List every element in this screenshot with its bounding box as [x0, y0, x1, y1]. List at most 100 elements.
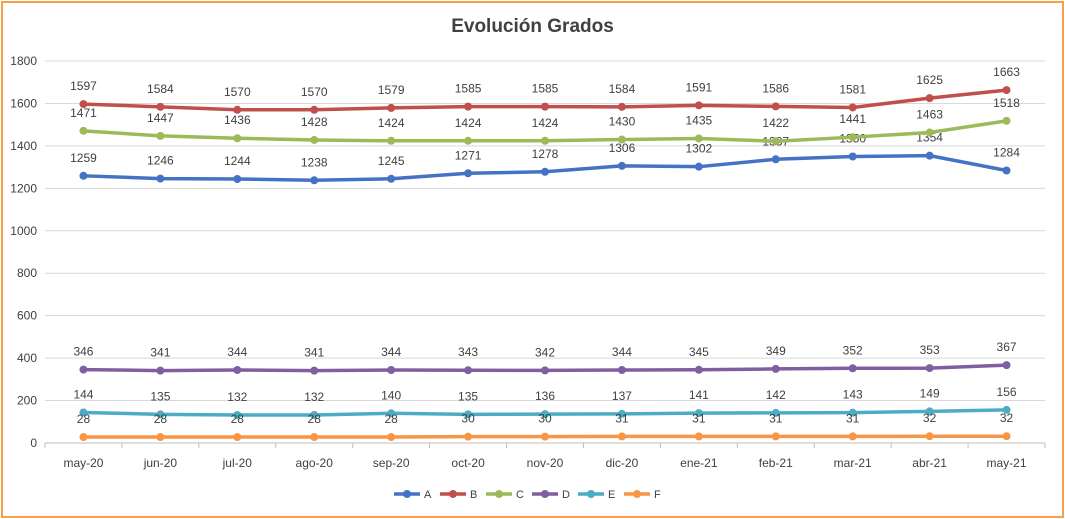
data-point-F	[387, 433, 396, 442]
data-label-F: 28	[154, 412, 168, 426]
data-label-F: 32	[923, 411, 937, 425]
data-label-F: 32	[1000, 411, 1014, 425]
data-point-A	[233, 174, 242, 183]
x-tick-label: nov-20	[527, 456, 564, 470]
data-label-D: 352	[843, 343, 863, 357]
data-point-C	[233, 134, 242, 143]
x-tick-label: feb-21	[759, 456, 793, 470]
data-point-B	[310, 105, 319, 114]
data-label-E: 149	[920, 386, 940, 400]
data-point-E	[617, 409, 626, 418]
x-tick-label: sep-20	[373, 456, 410, 470]
data-point-F	[233, 433, 242, 442]
x-tick-label: jul-20	[222, 456, 253, 470]
data-label-B: 1586	[762, 81, 789, 95]
data-point-C	[387, 136, 396, 145]
data-point-D	[310, 366, 319, 375]
data-label-C: 1435	[685, 113, 712, 127]
data-point-C	[310, 135, 319, 144]
x-tick-label: may-21	[987, 456, 1027, 470]
data-label-E: 144	[73, 387, 93, 401]
data-label-D: 341	[304, 346, 324, 360]
data-point-D	[387, 365, 396, 374]
data-point-E	[848, 408, 857, 417]
data-point-D	[694, 365, 703, 374]
data-point-E	[79, 408, 88, 417]
y-tick-label: 1400	[10, 139, 37, 153]
data-label-F: 30	[461, 412, 475, 426]
data-label-A: 1244	[224, 154, 251, 168]
data-point-F	[541, 432, 549, 441]
data-label-D: 345	[689, 345, 709, 359]
data-point-B	[233, 105, 242, 114]
data-point-F	[464, 432, 473, 441]
data-label-B: 1584	[609, 82, 636, 96]
data-point-B	[156, 102, 165, 111]
data-label-E: 156	[997, 385, 1017, 399]
data-label-A: 1271	[455, 148, 482, 162]
legend-marker-F	[633, 490, 641, 498]
legend-label-C: C	[516, 489, 524, 501]
data-point-D	[233, 365, 242, 374]
legend-marker-C	[495, 490, 503, 498]
data-point-A	[925, 151, 934, 160]
data-label-F: 31	[692, 411, 706, 425]
data-label-E: 140	[381, 388, 401, 402]
data-label-C: 1428	[301, 115, 328, 129]
data-point-A	[1002, 166, 1011, 175]
data-label-E: 132	[227, 390, 247, 404]
data-point-A	[771, 155, 780, 164]
x-tick-label: jun-20	[143, 456, 178, 470]
data-label-A: 1246	[147, 154, 174, 168]
data-label-D: 341	[150, 346, 170, 360]
data-point-E	[156, 410, 165, 419]
y-tick-label: 800	[17, 266, 37, 280]
data-label-D: 344	[612, 345, 632, 359]
data-point-A	[464, 169, 473, 178]
data-point-F	[1002, 432, 1011, 441]
data-point-D	[771, 364, 780, 373]
data-point-F	[771, 432, 780, 441]
data-label-B: 1584	[147, 82, 174, 96]
data-point-D	[541, 366, 549, 375]
data-point-D	[925, 364, 934, 373]
data-point-F	[310, 433, 319, 442]
y-tick-label: 1200	[10, 181, 37, 195]
data-label-E: 143	[843, 388, 863, 402]
data-label-B: 1597	[70, 79, 97, 93]
data-label-C: 1436	[224, 113, 251, 127]
legend-label-A: A	[424, 489, 432, 501]
data-point-E	[1002, 405, 1011, 414]
data-label-D: 343	[458, 345, 478, 359]
data-point-C	[771, 137, 780, 146]
data-point-B	[1002, 86, 1011, 95]
data-label-E: 132	[304, 390, 324, 404]
data-label-C: 1430	[609, 115, 636, 129]
data-label-F: 30	[538, 412, 552, 426]
data-label-F: 28	[77, 412, 91, 426]
data-point-C	[848, 133, 857, 142]
legend-marker-A	[403, 490, 411, 498]
legend-label-B: B	[470, 489, 477, 501]
data-label-E: 141	[689, 388, 709, 402]
y-tick-label: 1600	[10, 96, 37, 110]
data-label-C: 1424	[378, 116, 405, 130]
data-point-B	[464, 102, 473, 111]
data-point-A	[848, 152, 857, 161]
data-point-F	[694, 432, 703, 441]
data-label-C: 1424	[455, 116, 482, 130]
data-point-E	[310, 410, 319, 419]
data-point-D	[464, 366, 473, 375]
x-tick-label: oct-20	[451, 456, 485, 470]
data-label-F: 31	[846, 411, 860, 425]
data-label-F: 28	[308, 412, 322, 426]
data-point-B	[848, 103, 857, 112]
legend-label-F: F	[654, 489, 661, 501]
chart-title: Evolución Grados	[451, 16, 614, 37]
data-point-E	[387, 409, 396, 418]
y-tick-label: 200	[17, 394, 37, 408]
data-point-C	[925, 128, 934, 137]
x-tick-label: ene-21	[680, 456, 718, 470]
x-tick-label: mar-21	[834, 456, 872, 470]
data-label-D: 367	[997, 340, 1017, 354]
